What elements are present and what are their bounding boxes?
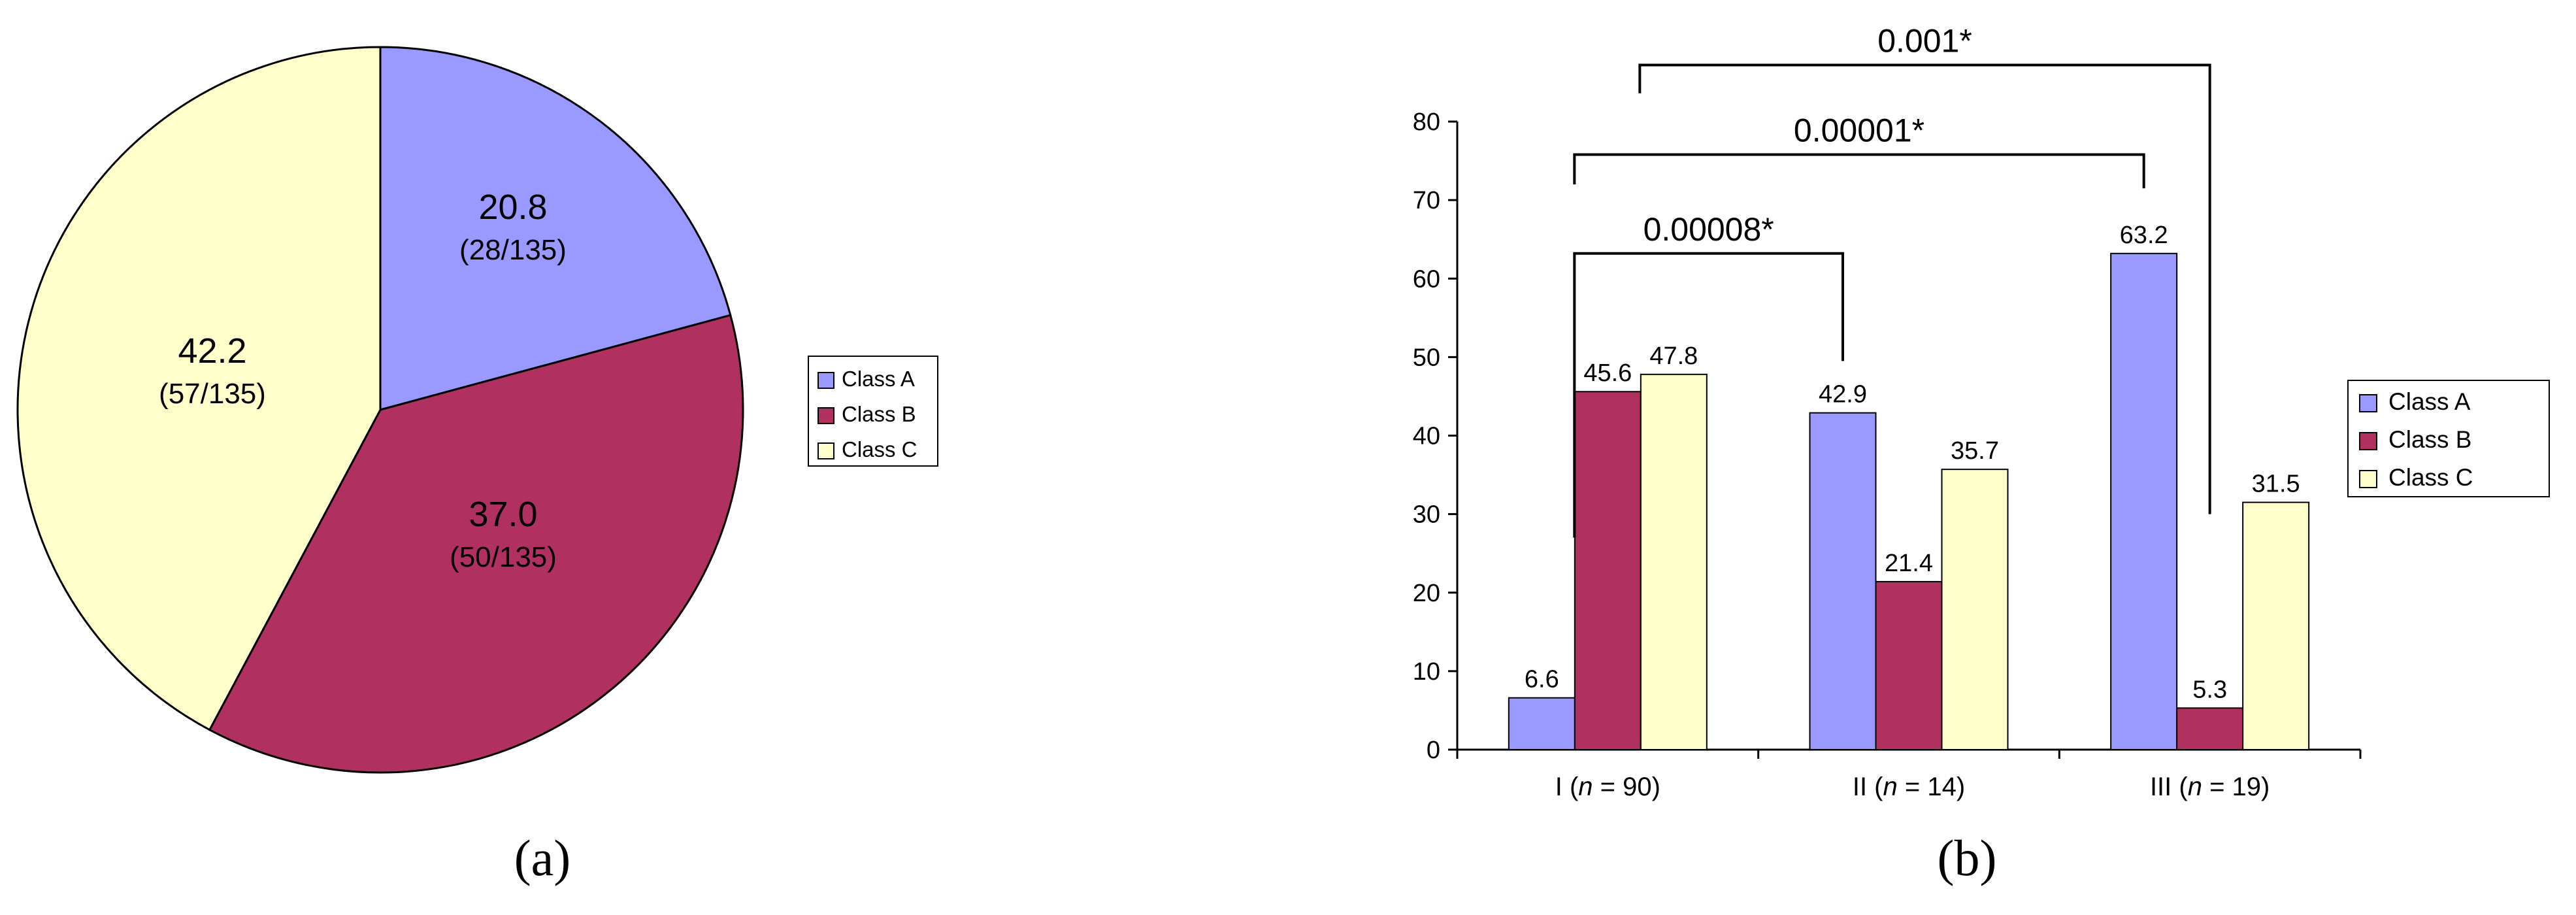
x-tick-label-italic: n [1883,773,1898,801]
bar-value-label: 42.9 [1819,381,1867,408]
pie-slice-class-b [208,314,744,774]
bar-value-label: 21.4 [1885,550,1933,577]
bar-legend: Class A Class B Class C [2347,380,2550,497]
bar-legend-label-class-b: Class B [2388,426,2471,453]
caption-b: (b) [1938,829,1997,888]
pie-chart: 20.8 (28/135) 37.0 (50/135) 42.2 (57/135) Clas… [16,46,938,774]
bar-class-a-group-1 [1508,697,1576,751]
bar-class-c-group-2 [1941,469,2009,750]
pie-legend-label-class-c: Class C [842,437,917,461]
y-tick-label: 0 [1427,737,1440,764]
bar-legend-swatch-class-a [2359,394,2377,412]
pie-value-label: 42.2 [178,331,246,371]
bar-value-label: 5.3 [2192,676,2227,703]
x-tick-label: III (n = 19) [2150,773,2270,801]
y-tick-label: 80 [1413,108,1440,136]
pie-fraction-label: (57/135) [159,378,266,410]
bar-legend-swatch-class-c [2359,470,2377,488]
bar-legend-label-class-a: Class A [2388,388,2471,415]
bar-value-label: 35.7 [1951,437,1999,465]
bar-value-label: 63.2 [2120,222,2168,249]
y-tick-label: 40 [1413,423,1440,450]
y-tick-label: 70 [1413,187,1440,214]
pie-value-label: 20.8 [478,188,547,227]
significance-bracket-line [1573,153,2145,189]
pie-legend-swatch-class-a [817,372,834,389]
bar-class-b-group-2 [1875,580,1943,750]
pie-slice-class-a [379,46,732,411]
bar-class-c-group-1 [1640,373,1708,750]
bar-legend-box [2347,380,2550,497]
y-tick-label: 10 [1413,658,1440,686]
bar-class-b-group-1 [1574,391,1642,750]
pie-slice-class-c [16,46,382,731]
y-tick-label: 50 [1413,344,1440,371]
x-tick-label-rest: = 14) [1898,773,1965,801]
bar-value-label: 6.6 [1525,666,1559,693]
pie-legend-swatch-class-b [817,407,834,424]
x-tick-label-italic: n [1578,773,1593,801]
bar-value-label: 31.5 [2252,471,2300,498]
pie-fraction-label: (50/135) [450,541,557,573]
x-tick-label-rest: = 19) [2202,773,2270,801]
x-tick-label: II (n = 14) [1853,773,1965,801]
significance-bracket: 0.001* [1638,23,2211,514]
significance-bracket-line [1573,252,1844,538]
bar-legend-label-class-c: Class C [2388,464,2473,491]
significance-bracket-line [1638,63,2211,514]
significance-bracket: 0.00008* [1573,211,1844,538]
significance-label: 0.001* [1877,23,1972,59]
x-tick-label-rest: = 90) [1593,773,1660,801]
pie-legend-label-class-b: Class B [842,402,916,426]
caption-a-text: (a) [514,829,571,886]
pie-fraction-label: (28/135) [459,234,567,266]
pie-legend-swatch-class-c [817,442,834,459]
x-tick-label-main: II ( [1853,773,1883,801]
bar-value-label: 47.8 [1649,342,1698,370]
bar-value-label: 45.6 [1583,359,1632,387]
pie-legend-label-class-a: Class A [842,367,915,391]
y-tick-label: 60 [1413,265,1440,293]
pie-value-label: 37.0 [469,495,537,534]
caption-a: (a) [514,829,571,888]
bar-class-a-group-2 [1809,412,1877,750]
bar-class-c-group-3 [2242,501,2310,750]
y-tick-label: 20 [1413,580,1440,607]
significance-bracket: 0.00001* [1573,112,2145,189]
pie-legend: Class A Class B Class C [808,356,938,467]
bar-class-a-group-3 [2110,252,2178,750]
y-tick-label: 30 [1413,501,1440,529]
bar-legend-swatch-class-b [2359,432,2377,450]
caption-b-text: (b) [1937,829,1997,886]
x-tick-label-main: I ( [1555,773,1579,801]
bar-class-b-group-3 [2176,707,2244,750]
significance-label: 0.00001* [1794,112,1924,148]
x-tick-label: I (n = 90) [1555,773,1660,801]
x-tick-label-italic: n [2188,773,2202,801]
x-tick-label-main: III ( [2150,773,2188,801]
significance-label: 0.00008* [1643,211,1774,248]
